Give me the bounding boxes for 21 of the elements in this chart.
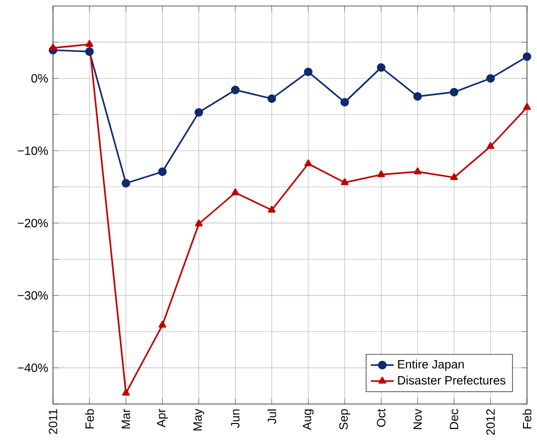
y-tick-label: −40% <box>18 364 48 372</box>
x-tick-label: Dec <box>450 409 458 430</box>
x-tick-label: May <box>193 408 204 430</box>
x-tick-label: Nov <box>413 408 422 430</box>
legend-label: Disaster Prefectures <box>398 376 506 385</box>
x-tick-label: Feb <box>85 409 94 428</box>
x-tick-label: Feb <box>522 409 532 428</box>
x-tick-label: Oct <box>376 408 386 427</box>
x-tick-label: 2011 <box>48 409 58 434</box>
x-tick-label: Apr <box>157 408 168 428</box>
x-tick-label: Jun <box>231 409 240 428</box>
x-tick-label: Mar <box>122 408 130 428</box>
x-tick-label: Sep <box>339 409 350 430</box>
x-tick-label: Aug <box>302 409 314 430</box>
x-tick-label: 2012 <box>486 409 495 435</box>
y-tick-label: 0% <box>31 74 48 83</box>
x-tick-label: Jul <box>267 410 276 424</box>
y-tick-label: −10% <box>18 146 48 155</box>
y-tick-label: −30% <box>18 291 48 300</box>
y-tick-label: −20% <box>18 218 48 228</box>
legend-label: Entire Japan <box>398 360 464 371</box>
